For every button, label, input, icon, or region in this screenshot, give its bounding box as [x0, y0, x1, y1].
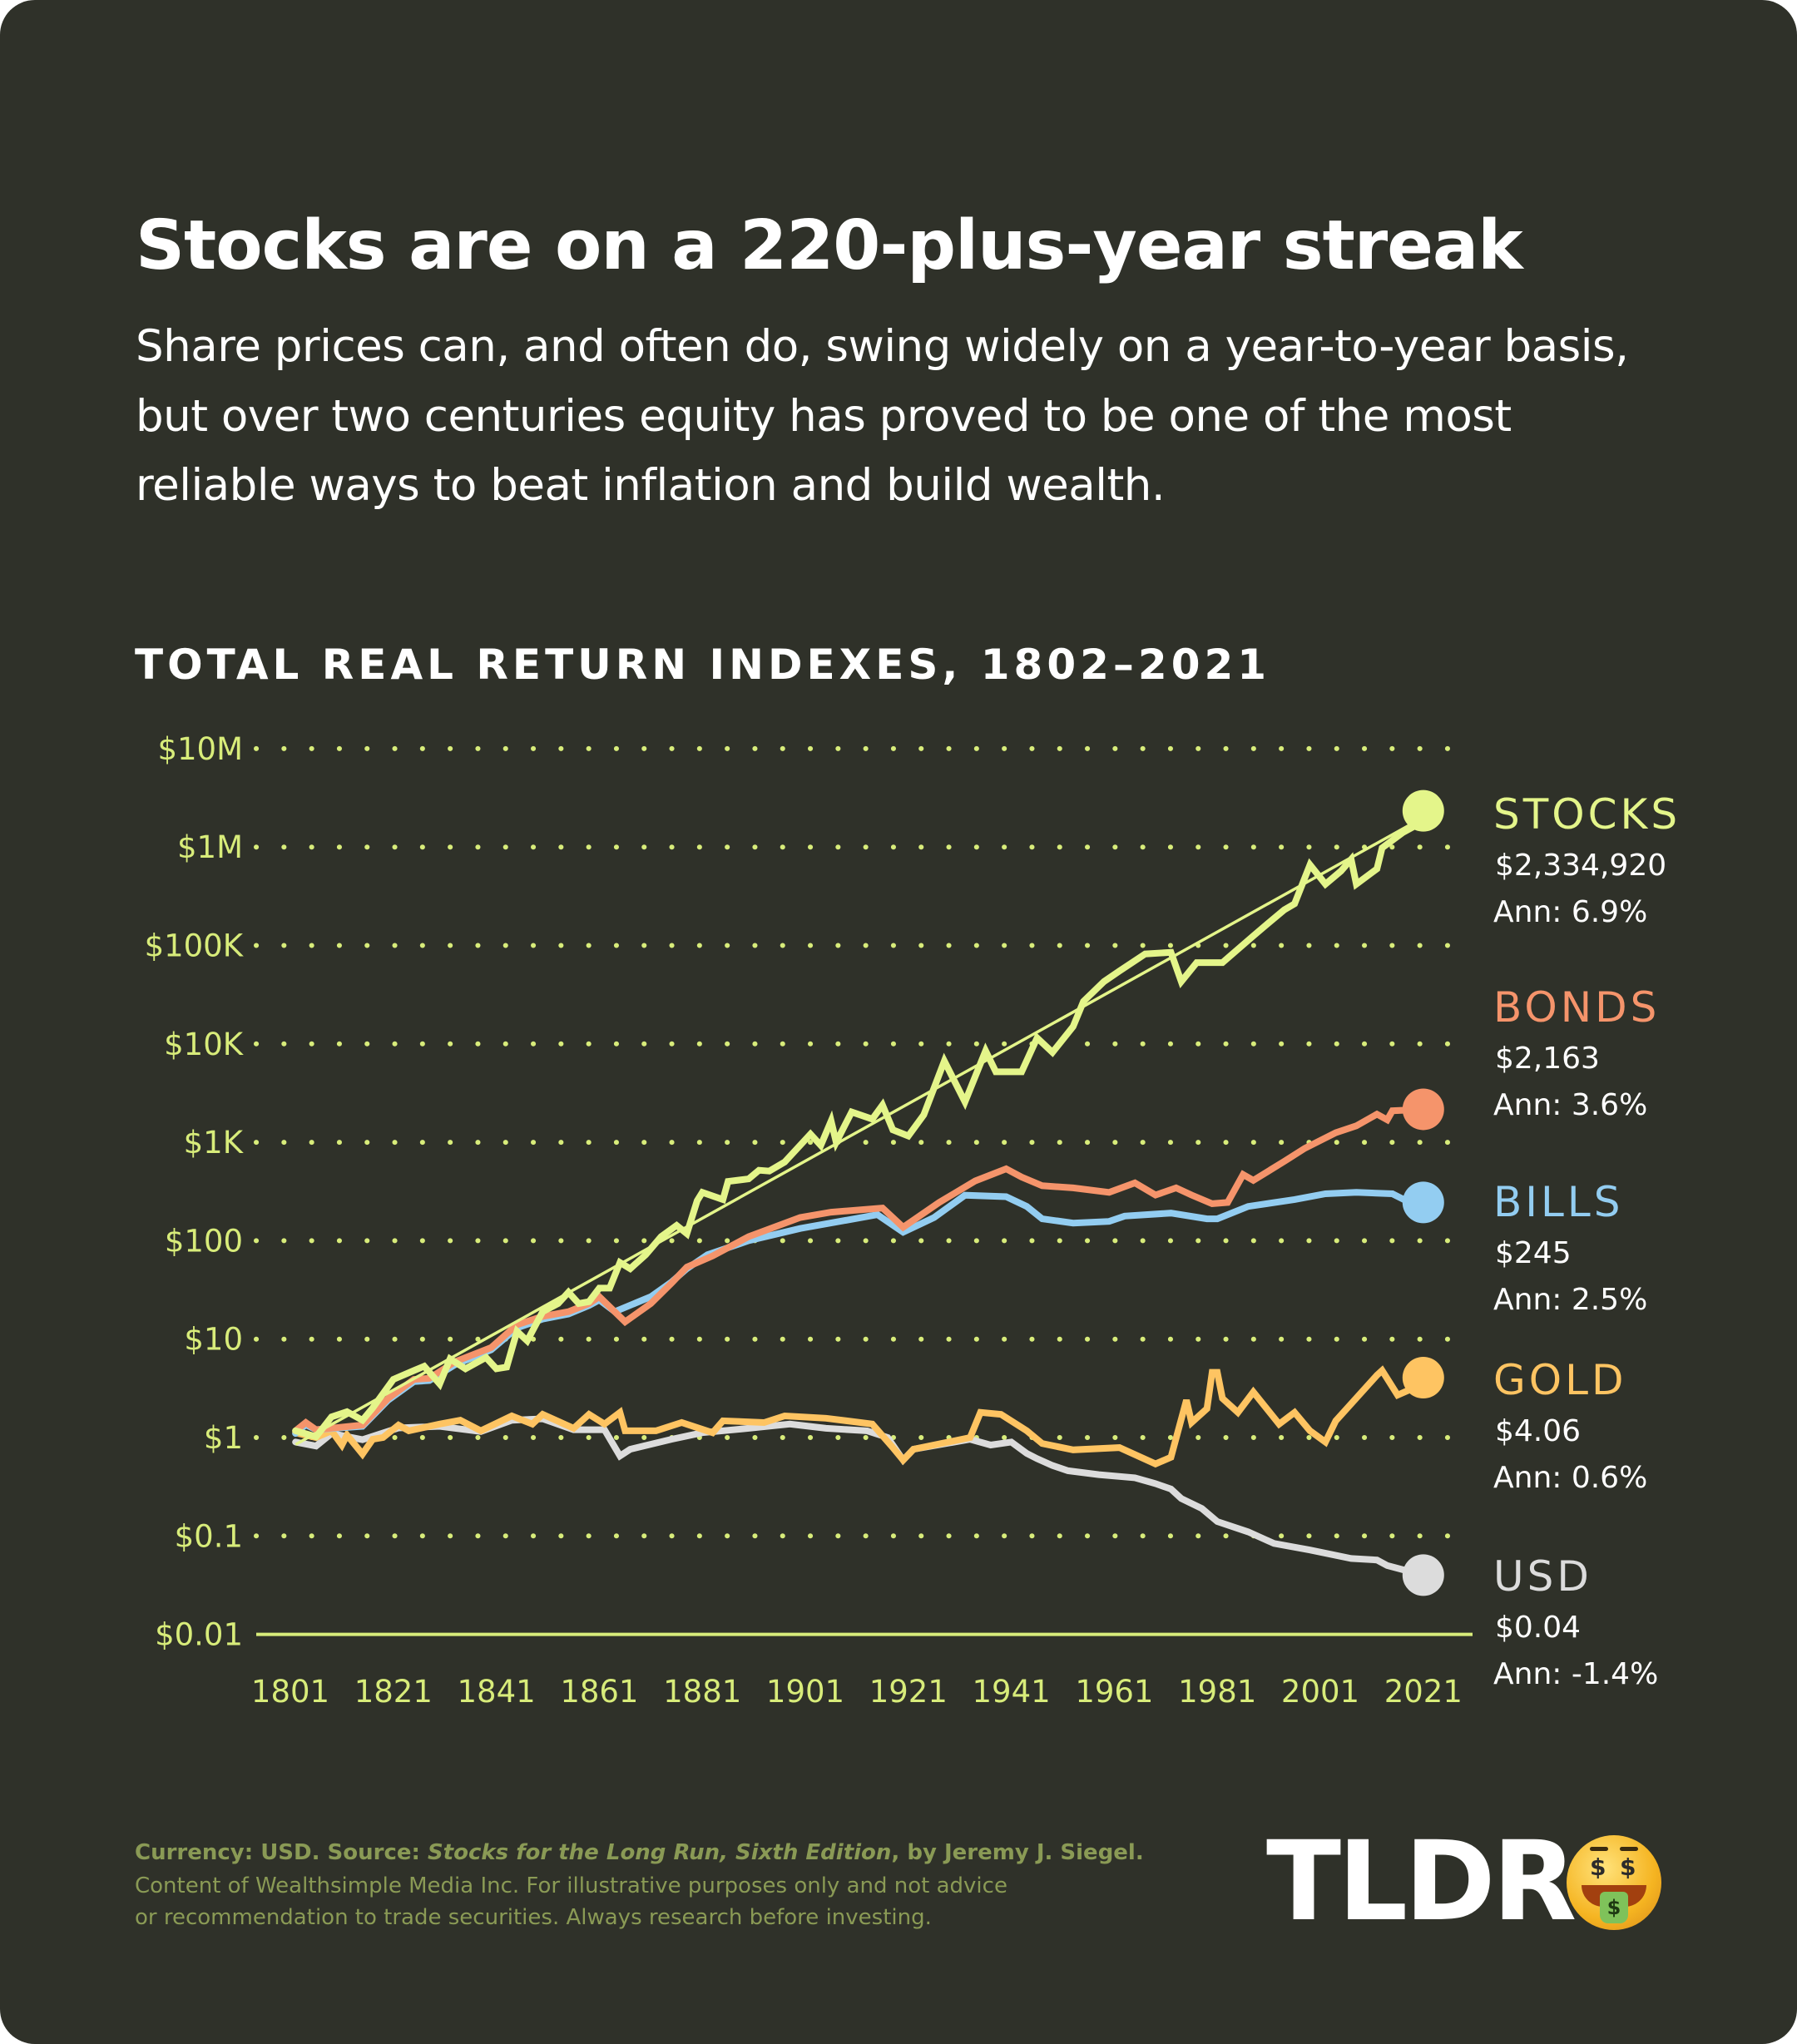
- y-tick-label: $100K: [145, 928, 245, 964]
- series-line-usd: [292, 1415, 1427, 1579]
- x-tick-label: 1961: [1075, 1674, 1153, 1710]
- series-final-value: $4.06: [1495, 1414, 1581, 1448]
- y-tick-label: $10K: [164, 1027, 245, 1062]
- subtitle-line: Share prices can, and often do, swing wi…: [136, 321, 1629, 372]
- x-tick-label: 1821: [354, 1674, 433, 1710]
- x-tick-label: 1801: [251, 1674, 329, 1710]
- x-tick-label: 1901: [766, 1674, 844, 1710]
- money-mouth-face-icon: $ $ $: [1567, 1835, 1661, 1930]
- footer-disclaimer: or recommendation to trade securities. A…: [135, 1905, 932, 1930]
- series-annual-return: Ann: 2.5%: [1493, 1283, 1647, 1317]
- series-label-bills: BILLS $245 Ann: 2.5%: [1493, 1178, 1647, 1317]
- endpoint-marker-usd: [1402, 1554, 1444, 1596]
- footer-source-suffix: , by Jeremy J. Siegel.: [891, 1840, 1144, 1865]
- eyebrow: [1620, 1847, 1638, 1851]
- x-tick-label: 1921: [869, 1674, 948, 1710]
- dollar-eye-icon: $: [1590, 1853, 1606, 1881]
- y-tick-label: $100: [165, 1223, 243, 1259]
- series-name: GOLD: [1493, 1356, 1626, 1404]
- footer-source-prefix: Currency: USD. Source:: [135, 1840, 428, 1865]
- series-endpoints: [1402, 789, 1444, 1596]
- subtitle-line: but over two centuries equity has proved…: [136, 391, 1512, 442]
- y-tick-label: $10: [184, 1322, 243, 1358]
- x-tick-label: 1841: [458, 1674, 536, 1710]
- endpoint-marker-bonds: [1402, 1088, 1444, 1131]
- x-tick-label: 1881: [663, 1674, 741, 1710]
- series-annual-return: Ann: 0.6%: [1493, 1461, 1647, 1495]
- series-label-gold: GOLD $4.06 Ann: 0.6%: [1493, 1356, 1647, 1495]
- series-line-gold: [292, 1365, 1427, 1468]
- series-lines: [292, 807, 1427, 1579]
- chart-title: TOTAL REAL RETURN INDEXES, 1802–2021: [135, 641, 1271, 689]
- x-axis-ticks: 1801 1821 1841 1861 1881 1901 1921 1941 1961 1981…: [251, 1674, 1463, 1710]
- series-name: USD: [1493, 1552, 1592, 1601]
- series-label-usd: USD $0.04 Ann: -1.4%: [1493, 1552, 1658, 1691]
- page-title: Stocks are on a 220-plus-year streak: [136, 206, 1523, 285]
- y-tick-label: $0.01: [155, 1617, 243, 1653]
- series-final-value: $2,334,920: [1495, 849, 1666, 883]
- x-tick-label: 1941: [973, 1674, 1051, 1710]
- series-final-value: $2,163: [1495, 1042, 1600, 1076]
- series-line-stocks: [292, 807, 1427, 1441]
- series-final-value: $245: [1495, 1236, 1572, 1270]
- stocks-trend-line: [295, 816, 1424, 1446]
- x-tick-label: 1981: [1178, 1674, 1256, 1710]
- series-label-stocks: STOCKS $2,334,920 Ann: 6.9%: [1493, 790, 1681, 929]
- x-tick-label: 2001: [1281, 1674, 1359, 1710]
- dollar-tongue-icon: $: [1600, 1892, 1628, 1923]
- series-label-bonds: BONDS $2,163 Ann: 3.6%: [1493, 983, 1660, 1122]
- series-annual-return: Ann: -1.4%: [1493, 1657, 1658, 1691]
- series-annual-return: Ann: 6.9%: [1493, 895, 1647, 929]
- series-line-bonds: [292, 1106, 1427, 1434]
- footer-disclaimer: Content of Wealthsimple Media Inc. For i…: [135, 1873, 1007, 1898]
- y-tick-label: $0.1: [175, 1518, 243, 1554]
- y-axis-ticks: $10M $1M $100K $10K $1K $100 $10 $1 $0.1 $0.01: [145, 731, 245, 1653]
- series-name: STOCKS: [1493, 790, 1681, 839]
- endpoint-marker-gold: [1402, 1357, 1444, 1399]
- x-tick-label: 2021: [1384, 1674, 1463, 1710]
- series-final-value: $0.04: [1495, 1611, 1581, 1645]
- y-tick-label: $1K: [184, 1125, 245, 1161]
- endpoint-marker-stocks: [1402, 789, 1444, 832]
- tldr-logo: TLDR: [1266, 1818, 1577, 1946]
- gridlines: [254, 745, 1475, 1636]
- series-name: BONDS: [1493, 983, 1660, 1032]
- footer-source-title: Stocks for the Long Run, Sixth Edition: [427, 1840, 892, 1865]
- series-labels: USD $0.04 Ann: -1.4% GOLD $4.06 Ann: 0.6% BILL…: [1493, 790, 1681, 1691]
- y-tick-label: $10M: [157, 731, 243, 767]
- eyebrow: [1590, 1847, 1608, 1851]
- x-tick-label: 1861: [560, 1674, 638, 1710]
- footer-source: Currency: USD. Source: Stocks for the Lo…: [135, 1840, 1144, 1865]
- subtitle-line: reliable ways to beat inflation and buil…: [136, 460, 1166, 511]
- y-tick-label: $1M: [177, 829, 243, 865]
- endpoint-marker-bills: [1402, 1181, 1444, 1224]
- y-tick-label: $1: [204, 1420, 243, 1456]
- dollar-eye-icon: $: [1620, 1853, 1636, 1881]
- series-name: BILLS: [1493, 1178, 1624, 1226]
- series-annual-return: Ann: 3.6%: [1493, 1088, 1647, 1122]
